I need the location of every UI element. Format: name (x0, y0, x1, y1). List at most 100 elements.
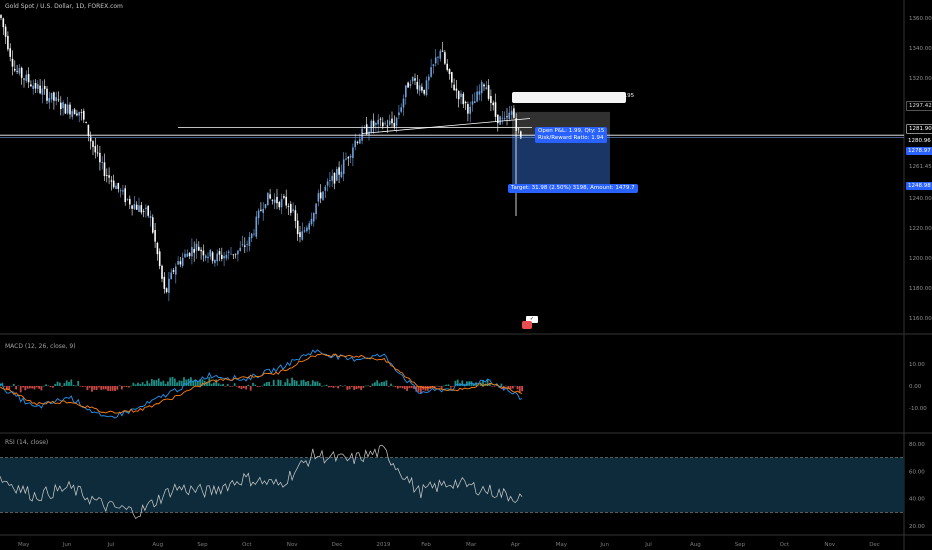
rsi-tick-label: 40.00 (909, 497, 925, 503)
rsi-tick-label: 20.00 (909, 524, 925, 530)
candle (32, 85, 34, 89)
macd-histogram-bar (408, 386, 411, 389)
candle (315, 203, 317, 215)
macd-histogram-bar (399, 386, 402, 388)
price-tag-stop: 1297.42 (906, 101, 932, 111)
macd-histogram-bar (75, 385, 77, 387)
candle (273, 199, 276, 203)
candle (405, 85, 407, 98)
macd-histogram-bar (224, 386, 227, 387)
macd-histogram-bar (284, 382, 287, 386)
stop-label[interactable]: Stop: 15.53 (1.21%) 1553, Amount: 232.95 (512, 92, 634, 103)
macd-histogram-bar (194, 379, 197, 386)
macd-histogram-bar (137, 382, 139, 386)
macd-tick-label: -10.00 (909, 406, 927, 412)
candle (200, 249, 202, 252)
candle (253, 233, 255, 235)
flag-icon[interactable]: ✓ (522, 316, 538, 329)
candle (301, 231, 304, 240)
candle (414, 78, 416, 81)
candle (142, 210, 145, 212)
candle (294, 210, 297, 221)
candle (416, 81, 419, 90)
candle (135, 204, 138, 210)
candle (400, 107, 402, 112)
candle (437, 56, 439, 58)
macd-histogram-bar (256, 386, 259, 388)
candle (179, 261, 182, 265)
rsi-tick-label: 60.00 (909, 469, 925, 475)
macd-histogram-bar (3, 386, 6, 387)
macd-histogram-bar (226, 384, 229, 386)
candle (432, 64, 435, 66)
candle (319, 192, 322, 199)
candle (138, 205, 140, 212)
macd-histogram-bar (357, 386, 360, 389)
macd-histogram-bar (210, 383, 213, 386)
candle (310, 218, 313, 225)
time-tick-label: Jun (62, 542, 72, 548)
macd-histogram-bar (275, 385, 277, 386)
candle (444, 52, 446, 64)
macd-histogram-bar (436, 385, 438, 387)
macd-histogram-bar (192, 380, 195, 386)
macd-histogram-bar (293, 379, 296, 386)
candle (269, 194, 271, 199)
candle (78, 111, 80, 116)
candle (430, 67, 432, 77)
candle (441, 50, 444, 52)
candle (451, 72, 453, 83)
pnl-box[interactable]: Open P&L: 1.99, Qty: 15 Risk/Reward Rati… (535, 127, 608, 143)
candle (18, 68, 21, 74)
time-tick-label: Nov (824, 542, 835, 548)
candle (115, 185, 117, 190)
candle (250, 233, 253, 239)
time-tick-label: 2019 (376, 542, 390, 548)
candle (96, 152, 99, 154)
candle (306, 227, 308, 232)
macd-histogram-bar (346, 386, 349, 390)
candle (232, 254, 235, 256)
macd-histogram-bar (348, 386, 351, 390)
candle (262, 208, 264, 213)
time-tick-label: Apr (511, 542, 521, 548)
macd-histogram-bar (61, 386, 63, 387)
candle (41, 88, 44, 95)
macd-histogram-bar (121, 386, 123, 390)
macd-histogram-bar (245, 386, 247, 390)
macd-histogram-bar (514, 385, 517, 387)
macd-histogram-bar (203, 380, 206, 386)
candle (365, 124, 368, 135)
macd-histogram-bar (449, 386, 452, 388)
macd-histogram-bar (10, 385, 13, 387)
candle (471, 101, 474, 105)
macd-histogram-bar (125, 386, 128, 388)
macd-histogram-bar (261, 385, 264, 387)
candle (202, 250, 205, 256)
price-tick-label: 1160.00 (909, 316, 932, 322)
candle (9, 48, 11, 57)
candle (354, 140, 356, 148)
candle (372, 120, 375, 127)
macd-histogram-bar (102, 386, 105, 390)
candle (237, 250, 239, 255)
candle (85, 122, 87, 123)
time-tick-label: Nov (287, 542, 298, 548)
candle (388, 120, 391, 125)
price-tag-entry: 1280.96 (906, 137, 932, 145)
macd-histogram-bar (397, 386, 399, 389)
macd-histogram-bar (45, 384, 47, 386)
macd-histogram-bar (144, 384, 146, 386)
macd-histogram-bar (148, 383, 151, 386)
macd-histogram-bar (344, 385, 346, 387)
macd-histogram-bar (100, 386, 103, 390)
macd-histogram-bar (107, 386, 109, 391)
target-label[interactable]: Target: 31.98 (2.50%) 3198, Amount: 1479… (508, 184, 638, 193)
candle (181, 257, 184, 266)
candle (147, 205, 149, 216)
candle (62, 102, 64, 109)
macd-histogram-bar (178, 380, 181, 386)
macd-histogram-bar (164, 383, 167, 386)
price-tick-label: 1200.00 (909, 256, 932, 262)
